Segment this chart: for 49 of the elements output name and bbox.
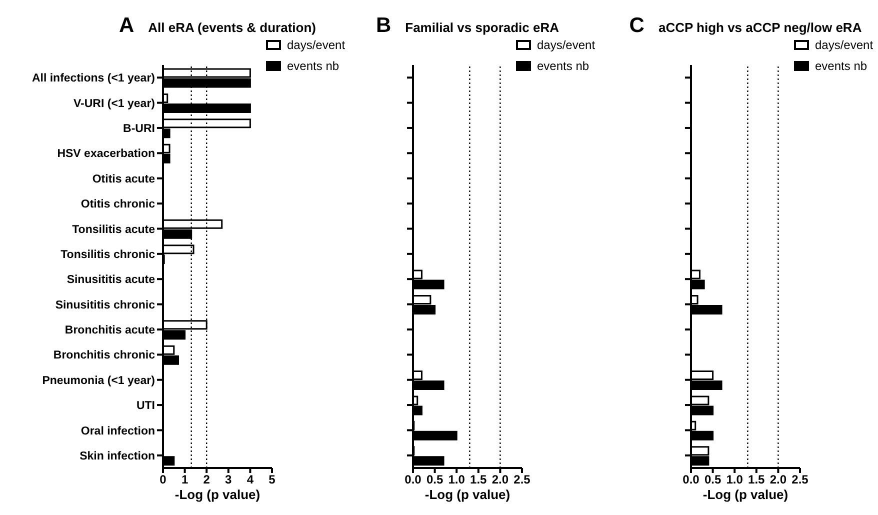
x-tick-label: 1.0: [726, 472, 744, 487]
x-tick-label: 1.5: [748, 472, 766, 487]
text: C: [629, 14, 644, 38]
y-tick-label: B-URI: [123, 123, 155, 136]
x-tick-label: 5: [268, 472, 276, 487]
text: A: [119, 14, 134, 38]
y-tick-label: Otitis acute: [92, 173, 155, 186]
x-tick-label: 2.0: [492, 472, 509, 487]
y-tick-label: V-URI (<1 year): [74, 98, 156, 110]
x-tick-label: 0.5: [704, 472, 722, 487]
x-axis-title: -Log (p value): [174, 486, 262, 504]
text: B: [376, 14, 392, 38]
y-tick-label: UTI: [136, 400, 155, 412]
y-tick-label: Oral infection: [80, 425, 155, 438]
y-tick-label: HSV exacerbation: [57, 148, 155, 160]
legend-label: days/event: [537, 38, 596, 52]
x-tick-label: 1: [181, 472, 188, 487]
x-tick-label: 0.5: [426, 472, 444, 487]
legend-label: events nb: [287, 59, 340, 73]
x-axis-title: -Log (p value): [702, 486, 790, 504]
y-tick-label: Tonsilitis chronic: [60, 248, 156, 261]
chart-title: aCCP high vs aCCP neg/low eRA: [658, 20, 862, 35]
x-tick-label: 1.5: [470, 472, 488, 487]
x-tick-label: 2.5: [792, 472, 809, 487]
y-tick-label: Tonsilitis acute: [72, 224, 155, 236]
y-tick-label: Sinusititis acute: [66, 274, 155, 286]
chart-title: Familial vs sporadic eRA: [405, 20, 560, 35]
legend-label: events nb: [815, 59, 868, 73]
x-tick-label: 0.0: [682, 472, 700, 487]
y-tick-label: All infections (<1 year): [32, 72, 156, 85]
x-tick-label: 0.0: [404, 472, 422, 487]
y-tick-label: Otitis chronic: [80, 198, 156, 211]
legend-label: days/event: [287, 38, 346, 52]
y-tick-label: Bronchitis chronic: [53, 350, 156, 362]
y-tick-label: Bronchitis acute: [64, 324, 155, 337]
y-tick-label: Skin infection: [80, 450, 155, 462]
chart-title: All eRA (events & duration): [148, 20, 316, 35]
legend-label: events nb: [537, 59, 590, 73]
y-tick-label: Sinusititis chronic: [55, 299, 156, 312]
x-tick-label: 3: [225, 472, 232, 487]
x-tick-label: 0: [160, 472, 167, 487]
x-tick-label: 2.0: [770, 472, 787, 487]
x-tick-label: 4: [246, 472, 254, 487]
y-tick-label: Pneumonia (<1 year): [42, 374, 156, 387]
x-tick-label: 2.5: [514, 472, 531, 487]
legend-label: days/event: [815, 38, 874, 52]
x-axis-title: -Log (p value): [424, 486, 512, 504]
x-tick-label: 2: [203, 472, 210, 487]
x-tick-label: 1.0: [448, 472, 466, 487]
